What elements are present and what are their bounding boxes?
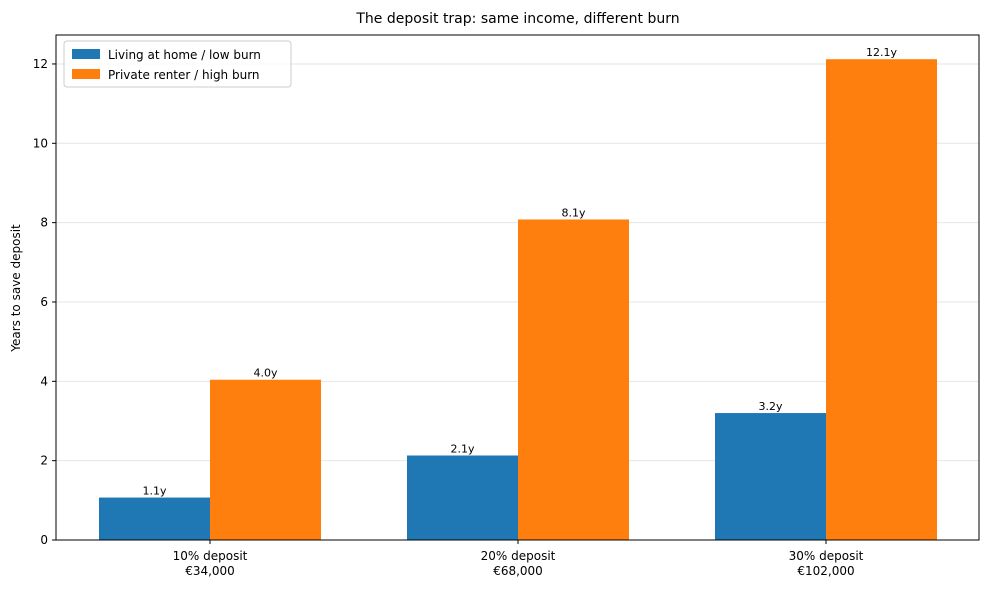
bar: [826, 59, 937, 541]
y-tick-label: 12: [33, 57, 48, 71]
x-tick-label: 10% deposit: [173, 549, 248, 563]
x-axis: 10% deposit€34,000 20% deposit€68,000 30% …: [173, 540, 864, 578]
bar: [210, 379, 321, 540]
bar-value-label: 3.2y: [758, 400, 782, 413]
bar: [407, 455, 518, 540]
y-tick-label: 6: [40, 295, 48, 309]
y-axis: 0 2 4 6 8 10 12: [33, 57, 56, 547]
bar-value-label: 1.1y: [142, 485, 166, 498]
bar-value-label: 4.0y: [253, 367, 277, 380]
bar-value-label: 8.1y: [561, 206, 585, 219]
y-tick-label: 10: [33, 136, 48, 150]
x-tick-label: 30% deposit: [789, 549, 864, 563]
legend-swatch: [72, 49, 100, 59]
y-tick-label: 0: [40, 533, 48, 547]
bars: [99, 59, 937, 541]
legend-box: [63, 40, 292, 88]
legend-swatch: [72, 69, 100, 79]
legend-entry: Living at home / low burn: [108, 48, 261, 62]
bar-value-label: 2.1y: [450, 443, 474, 456]
chart-title: The deposit trap: same income, different…: [355, 11, 679, 27]
x-tick-label: 20% deposit: [481, 549, 556, 563]
data-labels: 1.1y 2.1y 3.2y 4.0y 8.1y 12.1y: [142, 46, 897, 497]
legend-entry: Private renter / high burn: [108, 68, 260, 82]
bar: [715, 413, 826, 540]
x-tick-label: €68,000: [493, 564, 543, 578]
x-tick-label: €102,000: [797, 564, 854, 578]
legend: Living at home / low burn Private renter …: [63, 40, 292, 88]
y-axis-label: Years to save deposit: [9, 224, 23, 353]
bar-value-label: 12.1y: [866, 46, 897, 59]
x-tick-label: €34,000: [185, 564, 235, 578]
gridlines: [56, 63, 979, 462]
bar: [518, 219, 629, 541]
y-tick-label: 8: [40, 216, 48, 230]
y-tick-label: 2: [40, 454, 48, 468]
bar: [99, 497, 210, 540]
y-tick-label: 4: [40, 374, 48, 388]
